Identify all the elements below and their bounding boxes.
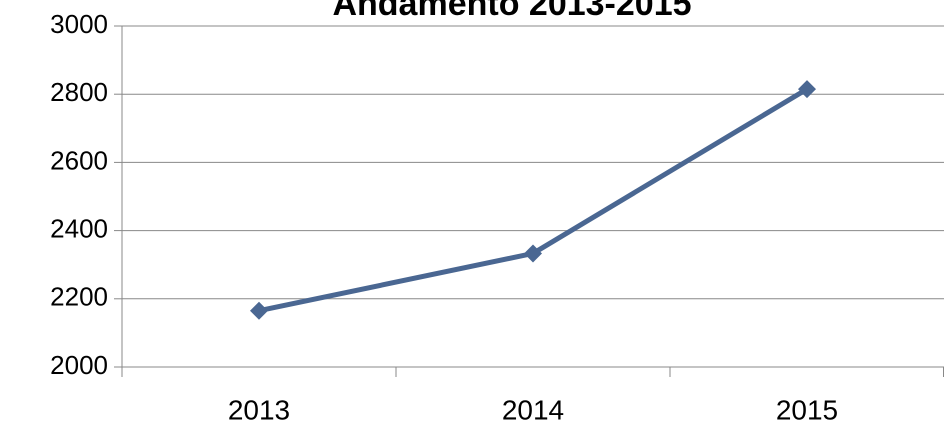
- y-tick-label: 2000: [50, 350, 108, 380]
- line: [258, 86, 809, 314]
- y-tick-label: 3000: [50, 9, 108, 39]
- point-marker: [798, 80, 816, 99]
- y-tick-label: 2400: [50, 213, 108, 243]
- y-tick-label: 2600: [50, 145, 108, 175]
- chart-title: Andamento 2013-2015: [332, 0, 691, 23]
- y-tick-label: 2800: [50, 77, 108, 107]
- point-marker: [250, 301, 268, 320]
- x-tick-label: 2015: [776, 394, 838, 425]
- y-tick-label: 2200: [50, 282, 108, 312]
- point-marker: [524, 244, 542, 263]
- x-tick-label: 2014: [502, 394, 564, 425]
- x-tick-label: 2013: [228, 394, 290, 425]
